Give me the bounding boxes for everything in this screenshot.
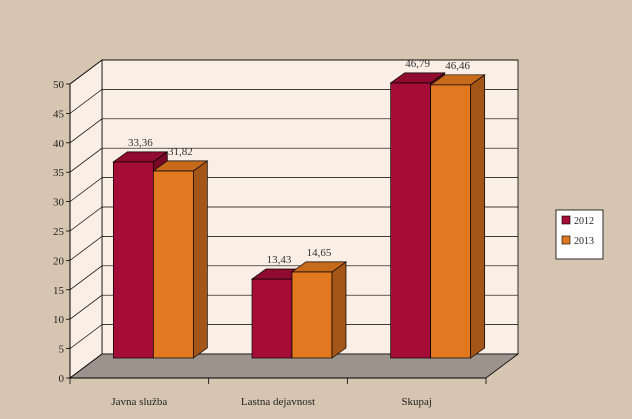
bar (290, 261, 348, 359)
bar-top (152, 160, 209, 172)
bar-top (112, 151, 169, 163)
y-tick-label: 40 (53, 138, 65, 150)
legend-swatch (561, 235, 571, 245)
legend-swatch (561, 215, 571, 225)
category-label: Javna služba (111, 396, 167, 408)
y-tick-label: 10 (53, 314, 65, 326)
y-tick-label: 50 (53, 79, 65, 91)
bar-front (112, 161, 154, 359)
bar-front (430, 84, 472, 359)
data-label: 14,65 (307, 247, 332, 259)
bar-front (390, 82, 432, 359)
gridline-side (69, 89, 103, 114)
gridline-side (69, 118, 103, 144)
legend-label: 2012 (574, 216, 594, 227)
y-tick-label: 5 (59, 344, 65, 356)
gridline-side (69, 59, 103, 85)
y-tick-label: 45 (53, 108, 65, 120)
y-tick-label: 25 (53, 226, 65, 238)
y-tick-label: 15 (53, 285, 65, 297)
bar-side (470, 74, 486, 359)
legend: 2012 2013 (555, 209, 604, 260)
data-label: 33,36 (128, 137, 153, 149)
category-label: Skupaj (401, 396, 432, 408)
y-tick-label: 30 (53, 197, 65, 209)
data-label: 13,43 (267, 254, 292, 266)
y-tick-label: 20 (53, 255, 65, 267)
gridline-side (69, 236, 103, 261)
y-tick-label: 0 (59, 373, 65, 385)
gridline-side (69, 324, 103, 349)
bar-front (291, 271, 333, 359)
data-label: 46,79 (405, 58, 430, 70)
category-label: Lastna dejavnost (241, 396, 315, 408)
data-label: 46,46 (445, 60, 470, 72)
bar-front (152, 170, 194, 359)
bar (152, 160, 209, 359)
bar (429, 74, 486, 359)
bar-top (389, 72, 446, 84)
gridline-side (69, 147, 103, 173)
bar-top (429, 74, 486, 86)
gridline-side (69, 265, 103, 291)
y-tick-label: 35 (53, 167, 65, 179)
gridline-side (69, 294, 103, 320)
legend-label: 2013 (574, 236, 594, 247)
bar-front (251, 278, 293, 359)
gridline-side (69, 206, 103, 232)
data-label: 31,82 (168, 146, 193, 158)
bar-side (331, 261, 347, 359)
gridline-side (69, 177, 103, 202)
bar-side (192, 160, 208, 359)
bar-top (290, 261, 348, 273)
